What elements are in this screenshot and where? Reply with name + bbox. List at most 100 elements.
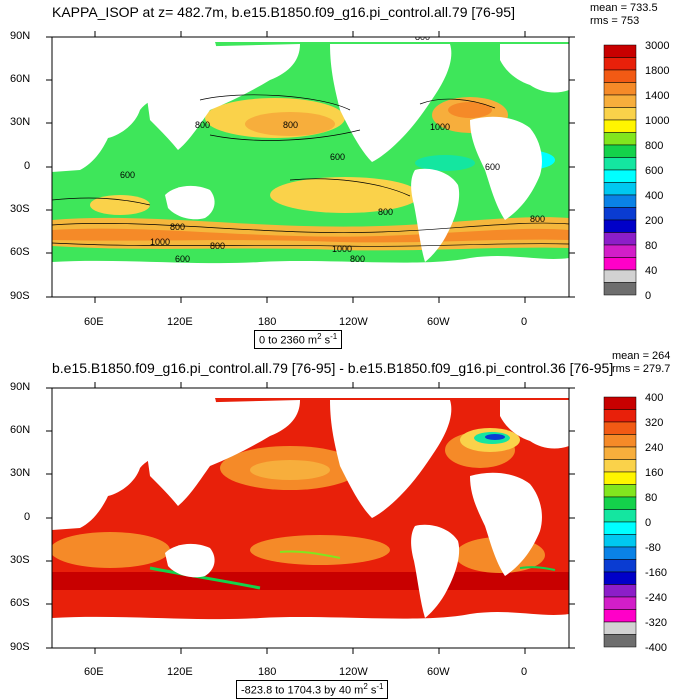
panel1-africa-w xyxy=(470,116,542,220)
panel2-legend-swatch xyxy=(603,559,637,573)
panel1-lat-label: 30N xyxy=(10,116,31,128)
panel1-ticks xyxy=(46,31,575,303)
panel1-contour-label: 800 xyxy=(170,222,185,232)
panel1-legend-swatch xyxy=(603,132,637,146)
panel2-legend-label: 0 xyxy=(645,517,651,529)
panel2-rms: rms = 279.7 xyxy=(612,363,671,375)
panel2-title: b.e15.B1850.f09_g16.pi_control.all.79 [7… xyxy=(52,360,614,376)
panel2-legend-swatch xyxy=(603,459,637,473)
panel2-legend-swatch xyxy=(603,596,637,610)
panel2-lat-label: 30S xyxy=(10,554,30,566)
panel2-legend-swatch xyxy=(603,484,637,498)
panel1-contour-label: 800 xyxy=(210,241,225,251)
panel1-legend-swatch xyxy=(603,157,637,171)
panel2-legend-swatch xyxy=(603,571,637,585)
panel1-legend-swatch xyxy=(603,219,637,233)
panel2-legend-swatch xyxy=(603,471,637,485)
panel1-range-exp: 2 xyxy=(317,332,322,341)
panel1-legend-swatch xyxy=(603,82,637,96)
panel1-legend-label: 40 xyxy=(645,265,657,277)
panel2-lat-label: 30N xyxy=(10,467,31,479)
panel1-legend-swatch xyxy=(603,257,637,271)
panel2-lat-label: 60N xyxy=(10,424,31,436)
panel1-lat-label: 90N xyxy=(10,30,31,42)
panel2-lat-label: 60S xyxy=(10,597,30,609)
panel2-lon-label: 60E xyxy=(84,666,104,678)
panel1-legend-swatch xyxy=(603,232,637,246)
panel2-legend-label: -400 xyxy=(645,642,667,654)
panel2-antarctica xyxy=(52,612,569,648)
panel2-legend-swatch xyxy=(603,409,637,423)
panel2-legend: 400 320 240 160 80 0 -80 -160 -240 -320 -400 xyxy=(603,392,667,654)
panel1-legend-swatch xyxy=(603,144,637,158)
panel2-range-exp2: -1 xyxy=(376,682,384,691)
panel1-europe xyxy=(500,44,569,93)
panel2-mean: mean = 264 xyxy=(612,350,671,362)
panel1-namerica xyxy=(330,44,452,162)
panel2-legend-label: 400 xyxy=(645,392,663,404)
panel2-legend-label: 240 xyxy=(645,442,663,454)
panel2-asia-east xyxy=(140,400,300,506)
panel2-lon-label: 120E xyxy=(167,666,193,678)
panel1-range-box: 0 to 2360 m2 s-1 xyxy=(254,330,343,349)
panel1-legend-swatch xyxy=(603,269,637,283)
panel2-legend-swatch xyxy=(603,421,637,435)
panel2-legend-swatch xyxy=(603,496,637,510)
panel1-legend-label: 800 xyxy=(645,140,663,152)
panel1-contour-label: 600 xyxy=(120,170,135,180)
panel1-asia-east xyxy=(140,44,300,150)
panel1-lat-label: 30S xyxy=(10,203,30,215)
panel1-mean: mean = 733.5 xyxy=(590,2,658,14)
panel1-contour-label: 800 xyxy=(530,214,545,224)
panel2-legend-swatch xyxy=(603,534,637,548)
panel2-legend-label: -160 xyxy=(645,567,667,579)
panel1-legend-label: 400 xyxy=(645,190,663,202)
panel2-legend-swatch xyxy=(603,584,637,598)
panel1-legend-swatch xyxy=(603,107,637,121)
panel2-range-exp: 2 xyxy=(363,682,368,691)
panel2-legend-label: -320 xyxy=(645,617,667,629)
panel2-lat-label: 90S xyxy=(10,641,30,653)
panel1-legend-swatch xyxy=(603,244,637,258)
panel2-ticks xyxy=(46,382,575,654)
panel2-lat-label: 0 xyxy=(24,511,31,523)
panel1-contour-label: 600 xyxy=(175,254,190,264)
panel1-legend-swatch xyxy=(603,44,637,58)
panel1-legend-swatch xyxy=(603,182,637,196)
panel1-contour-label: 600 xyxy=(485,162,500,172)
panel2-legend-swatch xyxy=(603,509,637,523)
panel2-map xyxy=(52,388,569,648)
panel1-contour-label: 800 xyxy=(350,254,365,264)
panel1-contour-label: 800 xyxy=(195,120,210,130)
panel1-contour-label: 800 xyxy=(283,120,298,130)
panel1-lon-label: 120E xyxy=(167,316,193,328)
panel1-legend-swatch xyxy=(603,207,637,221)
panel1-rms: rms = 753 xyxy=(590,15,640,27)
panel2-stats: mean = 264 rms = 279.7 xyxy=(612,350,670,376)
panel2-legend-swatch xyxy=(603,446,637,460)
panel1-samerica xyxy=(411,168,460,262)
panel1-antarctica xyxy=(52,256,569,297)
panel1-contour-label: 800 xyxy=(415,32,430,42)
panel2-legend-swatch xyxy=(603,396,637,410)
panel1-range-suffix: s xyxy=(321,334,331,347)
panel1-lon-label: 180 xyxy=(258,316,277,328)
panel1-lon-label: 60E xyxy=(84,316,104,328)
panel1-contour-label: 1000 xyxy=(332,244,352,254)
panel1-contour-label: 600 xyxy=(330,152,345,162)
panel1-lat-label: 0 xyxy=(24,160,31,172)
panel1-contour-label: 1000 xyxy=(150,237,170,247)
panel2-legend-label: 160 xyxy=(645,467,663,479)
panel2-lon-label: 120W xyxy=(339,666,368,678)
panel1-legend-label: 1400 xyxy=(645,90,669,102)
panel2-namerica xyxy=(330,400,452,518)
panel2-samerica xyxy=(411,524,460,618)
panel2-legend-swatch xyxy=(603,434,637,448)
panel2-africa-w xyxy=(470,472,542,576)
panel1-legend-label: 1800 xyxy=(645,65,669,77)
panel1-legend-label: 80 xyxy=(645,240,657,252)
panel1-legend-swatch xyxy=(603,94,637,108)
panel1-legend-label: 3000 xyxy=(645,40,669,52)
